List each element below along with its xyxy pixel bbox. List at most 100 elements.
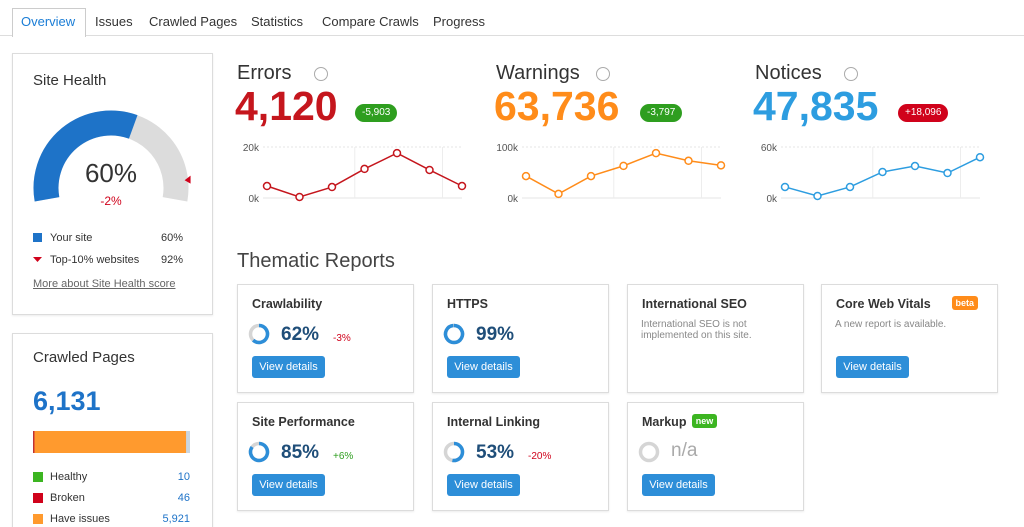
tab[interactable]: Overview	[21, 14, 76, 29]
benchmark-marker	[184, 175, 191, 184]
metric-title: Errors	[237, 62, 292, 84]
point	[845, 182, 855, 192]
card-title: Internal Linking	[447, 415, 541, 429]
legend-value: 46	[177, 492, 190, 504]
card-title: Core Web Vitals	[836, 297, 931, 311]
y-tick-label: 0k	[248, 194, 260, 205]
report-card	[627, 284, 804, 393]
card-change: -3%	[333, 333, 351, 344]
metric-value: 63,736	[494, 83, 620, 129]
tab[interactable]: Issues	[95, 14, 133, 29]
point	[813, 191, 822, 201]
section-title: Thematic Reports	[237, 250, 395, 272]
metric-value: 47,835	[753, 83, 879, 129]
view-details-button[interactable]: View details	[836, 356, 909, 378]
legend-label: Your site	[50, 232, 93, 244]
legend-label: Broken	[50, 492, 85, 504]
card-change: -20%	[528, 451, 552, 462]
point	[521, 171, 531, 181]
point	[327, 182, 337, 192]
view-details-button[interactable]: View details	[252, 474, 325, 496]
y-tick-label: 100k	[496, 143, 519, 154]
info-icon[interactable]	[314, 67, 328, 81]
view-details-button[interactable]: View details	[447, 474, 520, 496]
card-description: International SEO is not implemented on …	[641, 319, 752, 341]
legend-value: 10	[177, 471, 190, 483]
point	[716, 161, 726, 170]
view-details-button[interactable]: View details	[447, 356, 520, 378]
card-title: International SEO	[642, 297, 747, 311]
view-details-button[interactable]: View details	[642, 474, 715, 496]
score-change: -2%	[100, 194, 122, 208]
tab[interactable]: Compare Crawls	[322, 14, 419, 29]
card-badge: new	[691, 414, 718, 428]
point	[554, 189, 563, 199]
info-icon[interactable]	[843, 67, 858, 81]
point	[457, 181, 467, 191]
card-title: Site Performance	[252, 415, 355, 429]
card-value: 62%	[281, 324, 320, 345]
point	[586, 171, 596, 181]
ring-track	[638, 441, 660, 463]
info-icon[interactable]	[596, 67, 610, 81]
y-tick-label: 20k	[243, 143, 260, 154]
ring-value	[452, 441, 465, 463]
y-tick-label: 0k	[766, 194, 778, 205]
ring-value	[251, 323, 270, 345]
legend-swatch	[33, 514, 43, 524]
card-status: n/a	[671, 440, 698, 461]
legend-value: 92%	[160, 254, 183, 266]
point	[360, 164, 369, 174]
point	[684, 156, 693, 166]
crawled-pages-panel	[12, 333, 213, 527]
point	[910, 161, 920, 171]
tab[interactable]: Statistics	[251, 14, 304, 29]
point	[262, 181, 272, 191]
tab[interactable]: Crawled Pages	[149, 14, 238, 29]
bar-segment	[33, 431, 35, 453]
y-tick-label: 0k	[507, 194, 519, 205]
card-title: HTTPS	[447, 297, 488, 311]
card-title: Markup	[642, 415, 687, 429]
line	[266, 152, 463, 198]
change-badge: -3,797	[640, 104, 683, 122]
ring-value	[248, 441, 270, 463]
card-change: +6%	[333, 451, 354, 462]
ring-value	[443, 323, 465, 345]
change-badge: +18,096	[898, 104, 949, 122]
point	[780, 182, 790, 192]
point	[943, 168, 952, 178]
metric-title: Warnings	[496, 62, 580, 84]
score: 60%	[84, 158, 138, 188]
legend-swatch	[33, 233, 42, 242]
tab[interactable]: Progress	[433, 14, 486, 29]
legend-label: Healthy	[50, 471, 88, 483]
point	[425, 165, 434, 175]
legend-swatch	[33, 257, 42, 262]
panel-title: Crawled Pages	[33, 349, 135, 366]
card-value: 99%	[476, 324, 515, 345]
panel-title: Site Health	[33, 72, 107, 89]
point	[392, 148, 402, 158]
card-value: 53%	[476, 442, 515, 463]
bar-segment	[34, 431, 187, 453]
change-badge: -5,903	[355, 104, 398, 122]
active-tab	[12, 8, 86, 37]
point	[651, 148, 661, 158]
metric-value: 4,120	[235, 83, 338, 129]
tab-divider	[0, 35, 1024, 36]
point	[975, 152, 985, 162]
legend-value: 60%	[160, 232, 183, 244]
link[interactable]: More about Site Health score	[33, 278, 176, 290]
legend-swatch	[33, 493, 43, 503]
line	[784, 156, 981, 197]
card-value: 85%	[281, 442, 320, 463]
view-details-button[interactable]: View details	[252, 356, 325, 378]
metric-title: Notices	[755, 62, 822, 84]
point	[878, 167, 887, 177]
point	[295, 192, 304, 202]
legend-swatch	[33, 472, 43, 482]
total: 6,131	[33, 386, 101, 416]
